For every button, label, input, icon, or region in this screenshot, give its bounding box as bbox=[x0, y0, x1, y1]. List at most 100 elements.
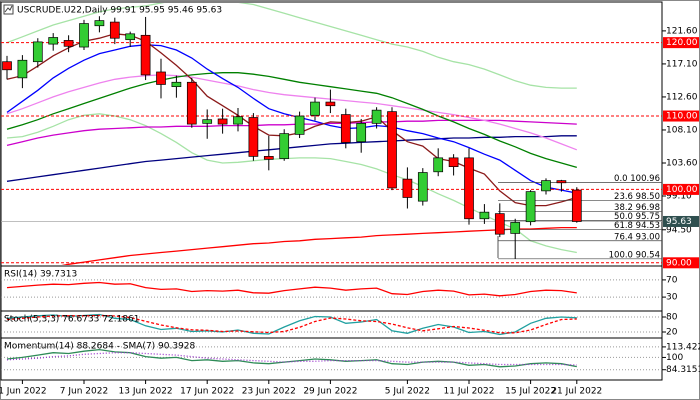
x-tick-label: 11 Jul 2022 bbox=[444, 387, 495, 397]
y-tick-label: 112.60 bbox=[666, 92, 698, 102]
indicator-line bbox=[6, 3, 577, 89]
panel bbox=[1, 3, 662, 265]
candle-body bbox=[294, 115, 305, 135]
indicator-line bbox=[6, 352, 577, 366]
panel bbox=[1, 279, 662, 298]
y-tick-label: 113.4227 bbox=[666, 342, 700, 352]
fib-label: 61.8 94.53 bbox=[614, 221, 660, 231]
panel bbox=[1, 313, 662, 336]
y-tick-label: 94.50 bbox=[666, 225, 692, 235]
candle-body bbox=[217, 118, 228, 125]
panel-title: RSI(14) 39.7313 bbox=[4, 270, 77, 280]
candle-body bbox=[125, 33, 136, 41]
candle-body bbox=[325, 101, 336, 107]
candle-body bbox=[556, 180, 567, 184]
x-tick-label: 1 Jun 2022 bbox=[0, 387, 47, 397]
level-box bbox=[663, 110, 699, 122]
candle-body bbox=[263, 156, 274, 160]
candle-body bbox=[171, 81, 182, 88]
candle-body bbox=[448, 157, 459, 168]
panel-title: Stoch(5,3,3) 76.6733 72.1861 bbox=[4, 315, 139, 325]
level-box bbox=[663, 183, 699, 195]
symbol-icon bbox=[3, 4, 14, 15]
panel bbox=[1, 346, 662, 371]
y-tick-label: 30 bbox=[666, 293, 678, 303]
candle-body bbox=[248, 117, 259, 157]
x-tick-label: 15 Jul 2022 bbox=[505, 387, 556, 397]
candle-body bbox=[186, 81, 197, 125]
candle-body bbox=[79, 23, 89, 48]
y-tick-label: 117.10 bbox=[666, 59, 698, 69]
panel-title: Momentum(14) 88.2684 - SMA(7) 90.3928 bbox=[4, 342, 196, 352]
y-tick-label: 121.60 bbox=[666, 26, 698, 36]
x-tick-label: 13 Jun 2022 bbox=[119, 387, 173, 397]
fib-label: 38.2 96.98 bbox=[614, 203, 660, 213]
level-box bbox=[663, 257, 699, 269]
level-label: 110.00 bbox=[666, 112, 698, 122]
x-tick-label: 21 Jul 2022 bbox=[551, 387, 602, 397]
indicator-line bbox=[6, 281, 577, 297]
candle-body bbox=[109, 21, 120, 39]
candle-body bbox=[464, 157, 474, 220]
y-tick-label: 108.10 bbox=[666, 125, 698, 135]
last-price-label: 95.63 bbox=[666, 217, 692, 227]
candle-body bbox=[525, 191, 536, 223]
candle-body bbox=[494, 213, 505, 235]
candle-body bbox=[233, 116, 243, 125]
last-price-box bbox=[663, 215, 699, 227]
candle-body bbox=[32, 41, 43, 63]
candle-body bbox=[17, 59, 28, 79]
fib-label: 100.0 90.54 bbox=[609, 250, 660, 260]
fib-label: 23.6 98.50 bbox=[614, 192, 660, 202]
indicator-line bbox=[6, 135, 577, 182]
candle-body bbox=[402, 178, 413, 198]
level-label: 100.00 bbox=[666, 185, 698, 195]
candle-body bbox=[48, 37, 59, 45]
x-tick-label: 17 Jun 2022 bbox=[180, 387, 234, 397]
candle-body bbox=[2, 61, 12, 71]
candle-body bbox=[340, 114, 351, 143]
level-box bbox=[663, 37, 699, 49]
y-tick-label: 103.60 bbox=[666, 158, 698, 168]
level-label: 120.00 bbox=[666, 38, 698, 48]
x-tick-label: 23 Jun 2022 bbox=[242, 387, 296, 397]
candle-body bbox=[433, 157, 444, 173]
candle-body bbox=[571, 189, 582, 222]
y-tick-label: 99.10 bbox=[666, 192, 692, 202]
y-tick-label: 84.3151 bbox=[666, 365, 700, 375]
y-tick-label: 100 bbox=[666, 353, 683, 363]
indicator-line bbox=[6, 33, 577, 207]
candle-body bbox=[156, 71, 166, 85]
plot-border bbox=[0, 1, 663, 381]
candle-body bbox=[479, 211, 490, 220]
candle-body bbox=[310, 101, 320, 116]
panel-title: USCRUDE.U22,Daily 99.91 95.95 95.46 95.6… bbox=[17, 6, 222, 16]
candle-body bbox=[510, 222, 521, 234]
candle-body bbox=[541, 180, 551, 192]
fib-label: 76.4 93.00 bbox=[614, 232, 660, 242]
level-label: 90.00 bbox=[666, 258, 692, 268]
candle-body bbox=[94, 20, 105, 27]
candle-body bbox=[140, 34, 151, 76]
x-tick-label: 29 Jun 2022 bbox=[303, 387, 357, 397]
indicator-line bbox=[6, 74, 578, 151]
fib-label: 0.0 100.96 bbox=[614, 174, 660, 184]
indicator-line bbox=[6, 314, 577, 334]
indicator-line bbox=[61, 226, 577, 265]
indicator-line bbox=[6, 72, 577, 169]
y-tick-label: 70 bbox=[666, 275, 678, 285]
symbol-icon-line bbox=[4, 5, 13, 13]
x-tick-label: 7 Jun 2022 bbox=[60, 387, 108, 397]
y-tick-label: 20 bbox=[666, 328, 678, 338]
candle-body bbox=[356, 123, 367, 143]
candle-body bbox=[202, 119, 213, 124]
candle-body bbox=[417, 172, 428, 202]
fib-label: 50.0 95.75 bbox=[614, 212, 660, 222]
candle-body bbox=[387, 111, 397, 189]
y-tick-label: 80 bbox=[666, 313, 678, 323]
candle-body bbox=[279, 133, 290, 159]
x-tick-label: 5 Jul 2022 bbox=[385, 387, 430, 397]
candle-body bbox=[63, 40, 74, 47]
